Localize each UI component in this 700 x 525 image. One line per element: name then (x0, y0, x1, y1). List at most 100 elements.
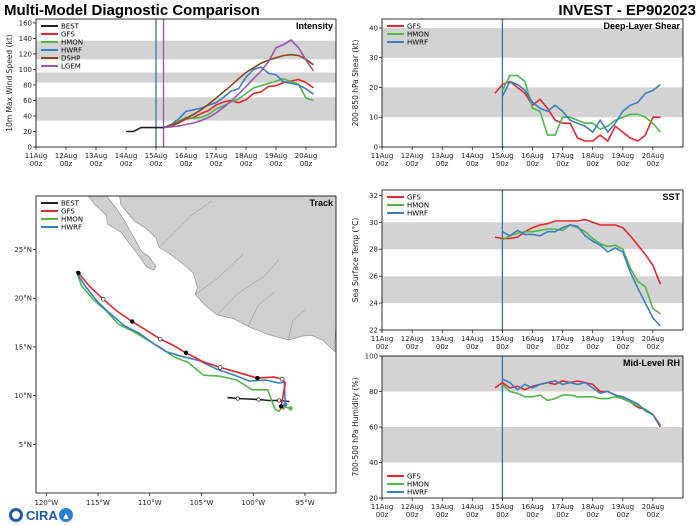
x-tick-label-day: 18Aug (581, 335, 604, 343)
y-tick-label: 40 (369, 459, 378, 467)
state-border (333, 327, 336, 351)
x-tick-label-day: 20Aug (642, 152, 665, 160)
y-axis-label: 200-850 hPa Shear (kt) (351, 39, 360, 126)
series-line-hwrf (163, 66, 314, 129)
storm-id: INVEST - EP902023 (558, 2, 696, 19)
shade-band (36, 72, 336, 83)
x-tick-label-hour: 00z (466, 343, 479, 351)
x-tick-label-day: 15Aug (491, 152, 514, 160)
x-tick-label-hour: 00z (496, 343, 509, 351)
baja-peninsula (87, 196, 157, 271)
track-position-marker (157, 336, 163, 342)
track-position-marker (278, 404, 284, 409)
x-tick-label-hour: 00z (60, 160, 73, 168)
y-tick-label: 40 (23, 112, 32, 120)
x-tick-label-day: 17Aug (551, 152, 574, 160)
lat-tick-label: 5°N (19, 441, 32, 449)
x-tick-label-day: 19Aug (265, 152, 288, 160)
y-tick-label: 30 (369, 54, 378, 62)
shade-band (382, 427, 683, 463)
legend-label-hmon: HMON (407, 202, 429, 210)
lon-tick-label: 105°W (190, 499, 214, 507)
legend-label-gfs: GFS (61, 208, 75, 216)
x-tick-label-day: 14Aug (461, 335, 484, 343)
y-tick-label: 30 (369, 219, 378, 227)
legend-label-hwrf: HWRF (61, 47, 82, 55)
legend-label-hwrf: HWRF (407, 39, 428, 47)
lat-tick-label: 10°N (14, 392, 32, 400)
shade-band (382, 27, 683, 58)
x-tick-label-hour: 00z (526, 343, 539, 351)
chart-shear: 01020304011Aug00z12Aug00z13Aug00z14Aug00… (351, 18, 684, 168)
x-tick-label-day: 13Aug (431, 152, 454, 160)
lat-tick-label: 25°N (14, 246, 32, 254)
series-line-hmon (501, 383, 662, 426)
x-tick-label-day: 15Aug (491, 335, 514, 343)
y-axis-label: 700-500 hPa Humidity (%) (351, 377, 360, 476)
panel-title: Deep-Layer Shear (603, 21, 680, 31)
legend-label-hwrf: HWRF (407, 489, 428, 497)
y-tick-label: 160 (19, 19, 32, 27)
series-line-dshp (163, 53, 314, 129)
legend-label-dshp: DSHP (61, 55, 80, 63)
plot-background (382, 190, 683, 330)
y-tick-label: 28 (369, 246, 378, 254)
x-tick-label-day: 12Aug (401, 152, 424, 160)
x-tick-label-day: 20Aug (642, 503, 665, 511)
x-tick-label-hour: 00z (120, 160, 133, 168)
panel-title: Track (309, 198, 334, 208)
y-tick-label: 20 (369, 84, 378, 92)
track-position-marker (217, 365, 223, 370)
y-tick-label: 24 (369, 300, 378, 308)
logo-text: CIRA (26, 508, 58, 523)
x-tick-label-hour: 00z (586, 160, 599, 168)
y-tick-label: 0 (374, 144, 378, 152)
x-tick-label-day: 14Aug (115, 152, 138, 160)
x-tick-label-day: 16Aug (175, 152, 198, 160)
x-tick-label-day: 13Aug (431, 335, 454, 343)
x-tick-label-day: 20Aug (295, 152, 318, 160)
state-border (195, 254, 244, 295)
x-tick-label-hour: 00z (270, 160, 283, 168)
legend-label-hmon: HMON (407, 31, 429, 39)
y-tick-label: 120 (19, 50, 32, 58)
y-tick-label: 10 (369, 114, 378, 122)
x-tick-label-day: 16Aug (521, 152, 544, 160)
x-tick-label-hour: 00z (617, 160, 630, 168)
track-position-marker (255, 375, 260, 381)
state-border (247, 292, 275, 327)
hwrf-start-marker (283, 402, 288, 407)
y-tick-label: 0 (28, 144, 32, 152)
x-tick-label-day: 18Aug (235, 152, 258, 160)
best-position-marker (256, 397, 261, 402)
series-line-lgem (163, 38, 315, 129)
y-tick-label: 60 (369, 424, 378, 432)
x-tick-label-day: 19Aug (612, 503, 635, 511)
x-tick-label-day: 16Aug (521, 503, 544, 511)
track-hwrf (76, 273, 287, 405)
x-tick-label-hour: 00z (586, 343, 599, 351)
x-tick-label-hour: 00z (210, 160, 223, 168)
track-line-hwrf (76, 273, 287, 405)
series-line-hmon (502, 224, 661, 315)
shade-band (382, 276, 683, 304)
x-tick-label-day: 19Aug (612, 335, 635, 343)
x-tick-label-hour: 00z (436, 511, 449, 519)
x-tick-label-hour: 00z (647, 511, 660, 519)
x-tick-label-hour: 00z (647, 343, 660, 351)
x-tick-label-hour: 00z (150, 160, 163, 168)
lon-tick-label: 100°W (241, 499, 265, 507)
lon-tick-label: 115°W (86, 499, 110, 507)
x-tick-label-day: 11Aug (371, 503, 394, 511)
x-tick-label-hour: 00z (240, 160, 253, 168)
mainland-mexico (119, 196, 336, 353)
track-position-marker (183, 350, 189, 355)
x-tick-label-hour: 00z (406, 343, 419, 351)
y-tick-label: 26 (369, 273, 378, 281)
state-border (288, 309, 306, 341)
legend-label-best: BEST (61, 23, 80, 31)
series-line-hwrf (502, 224, 661, 327)
y-tick-label: 80 (23, 81, 32, 89)
track-position-marker (130, 319, 135, 324)
